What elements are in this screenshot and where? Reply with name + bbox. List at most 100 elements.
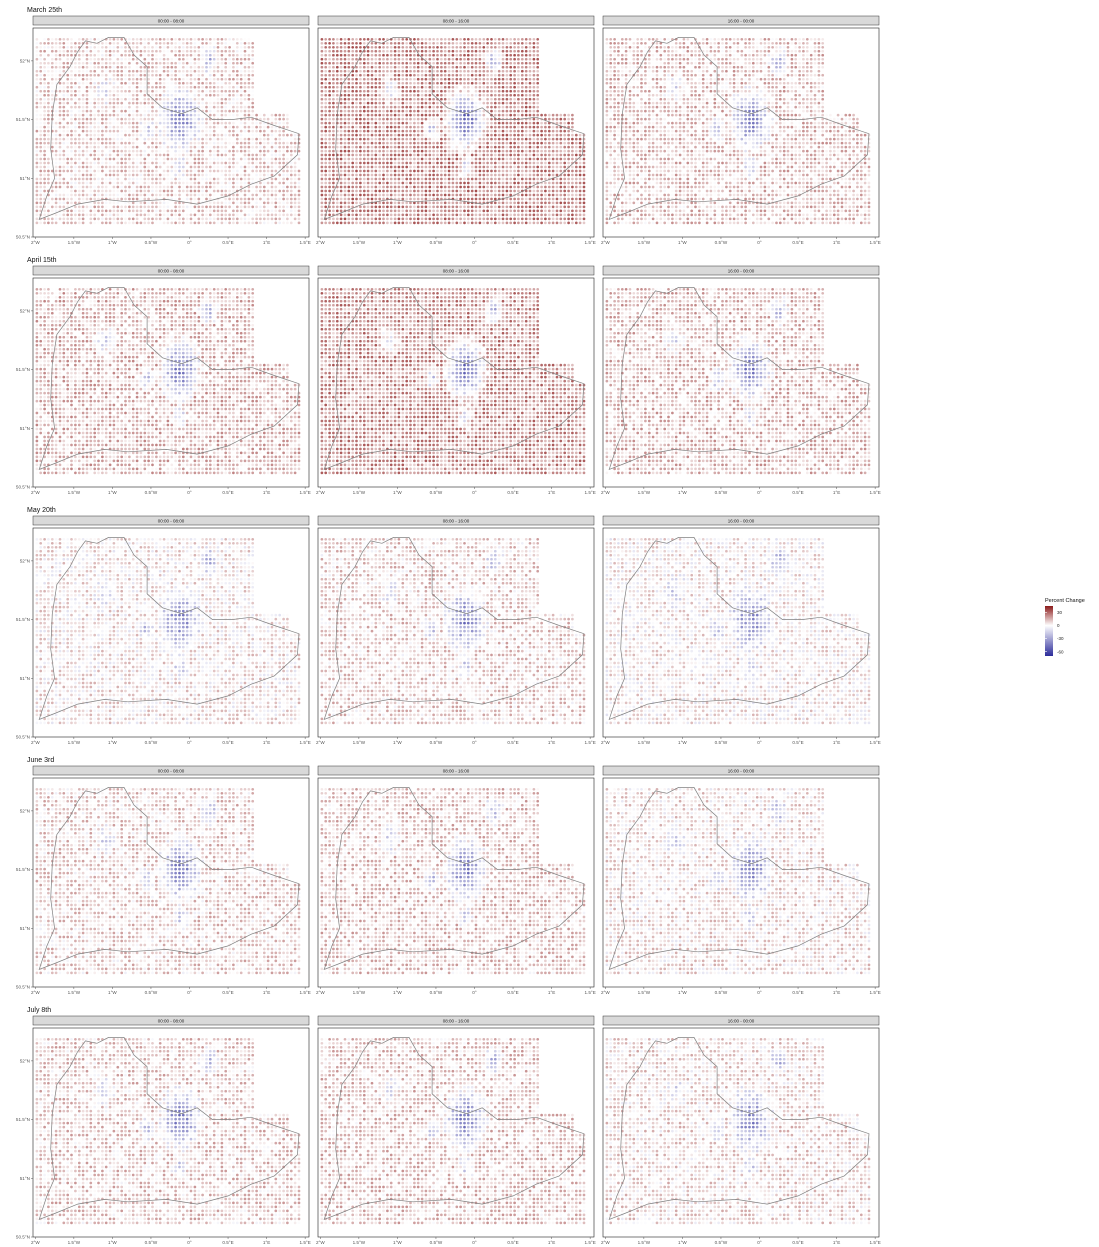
heatmap-cell <box>74 214 77 217</box>
heatmap-cell <box>124 222 127 225</box>
heatmap-cell <box>97 210 100 213</box>
heatmap-cell <box>213 210 216 213</box>
heatmap-cell <box>147 206 150 209</box>
heatmap-cell <box>62 194 65 197</box>
heatmap-cell <box>174 178 177 181</box>
heatmap-cell <box>174 218 177 221</box>
heatmap-cell <box>186 178 189 181</box>
heatmap-cell <box>93 170 96 173</box>
heatmap-cell <box>274 194 277 197</box>
heatmap-cell <box>66 198 69 201</box>
heatmap-cell <box>209 194 212 197</box>
heatmap-cell <box>143 174 146 177</box>
heatmap-cell <box>62 182 65 185</box>
heatmap-cell <box>282 210 285 213</box>
heatmap-cell <box>140 222 143 225</box>
heatmap-cell <box>97 182 100 185</box>
heatmap-cell <box>78 210 81 213</box>
heatmap-cell <box>259 218 262 221</box>
heatmap-cell <box>294 202 297 205</box>
heatmap-cell <box>66 178 69 181</box>
heatmap-cell <box>109 182 112 185</box>
heatmap-cell <box>163 202 166 205</box>
heatmap-cell <box>263 206 266 209</box>
heatmap-cell <box>43 194 46 197</box>
heatmap-cell <box>232 190 235 193</box>
heatmap-cell <box>267 206 270 209</box>
heatmap-cell <box>244 218 247 221</box>
heatmap-cell <box>282 218 285 221</box>
heatmap-cell <box>136 222 139 225</box>
heatmap-cell <box>267 202 270 205</box>
heatmap-cell <box>209 218 212 221</box>
heatmap-cell <box>194 218 197 221</box>
heatmap-cell <box>255 222 258 225</box>
heatmap-cell <box>213 186 216 189</box>
heatmap-cell <box>167 222 170 225</box>
heatmap-cell <box>298 210 301 213</box>
heatmap-cell <box>151 190 154 193</box>
heatmap-cell <box>251 194 254 197</box>
heatmap-cell <box>74 222 77 225</box>
heatmap-cell <box>59 198 62 201</box>
heatmap-cell <box>294 214 297 217</box>
heatmap-cell <box>290 198 293 201</box>
heatmap-cell <box>213 214 216 217</box>
heatmap-cell <box>124 174 127 177</box>
heatmap-cell <box>74 182 77 185</box>
heatmap-cell <box>271 194 274 197</box>
heatmap-cell <box>51 174 54 177</box>
heatmap-cell <box>51 194 54 197</box>
heatmap-cell <box>120 174 123 177</box>
heatmap-cell <box>128 210 131 213</box>
heatmap-cell <box>55 198 58 201</box>
heatmap-cell <box>232 218 235 221</box>
heatmap-cell <box>182 186 185 189</box>
heatmap-cell <box>120 170 123 173</box>
heatmap-cell <box>244 178 247 181</box>
heatmap-cell <box>116 194 119 197</box>
heatmap-cell <box>248 222 251 225</box>
heatmap-cell <box>232 222 235 225</box>
heatmap-cell <box>124 218 127 221</box>
heatmap-cell <box>174 222 177 225</box>
heatmap-cell <box>70 182 73 185</box>
heatmap-cell <box>232 210 235 213</box>
heatmap-cell <box>59 182 62 185</box>
heatmap-cell <box>248 174 251 177</box>
heatmap-cell <box>116 186 119 189</box>
heatmap-cell <box>101 170 104 173</box>
heatmap-cell <box>124 178 127 181</box>
heatmap-cell <box>236 178 239 181</box>
heatmap-cell <box>132 214 135 217</box>
heatmap-cell <box>205 218 208 221</box>
heatmap-cell <box>274 190 277 193</box>
heatmap-cell <box>228 190 231 193</box>
heatmap-cell <box>248 194 251 197</box>
heatmap-cell <box>147 202 150 205</box>
heatmap-cell <box>182 174 185 177</box>
heatmap-cell <box>278 218 281 221</box>
heatmap-cell <box>298 214 301 217</box>
heatmap-cell <box>167 182 170 185</box>
heatmap-cell <box>224 174 227 177</box>
heatmap-cell <box>182 190 185 193</box>
heatmap-cell <box>155 178 158 181</box>
heatmap-cell <box>55 182 58 185</box>
heatmap-cell <box>178 218 181 221</box>
heatmap-cell <box>267 182 270 185</box>
heatmap-cell <box>228 182 231 185</box>
heatmap-cell <box>170 210 173 213</box>
heatmap-cell <box>74 190 77 193</box>
heatmap-cell <box>109 222 112 225</box>
heatmap-cell <box>128 206 131 209</box>
heatmap-cell <box>240 174 243 177</box>
heatmap-cell <box>182 206 185 209</box>
heatmap-cell <box>224 178 227 181</box>
heatmap-cell <box>78 182 81 185</box>
heatmap-cell <box>55 170 58 173</box>
heatmap-cell <box>178 182 181 185</box>
heatmap-cell <box>201 178 204 181</box>
heatmap-cell <box>221 206 224 209</box>
heatmap-cell <box>140 182 143 185</box>
